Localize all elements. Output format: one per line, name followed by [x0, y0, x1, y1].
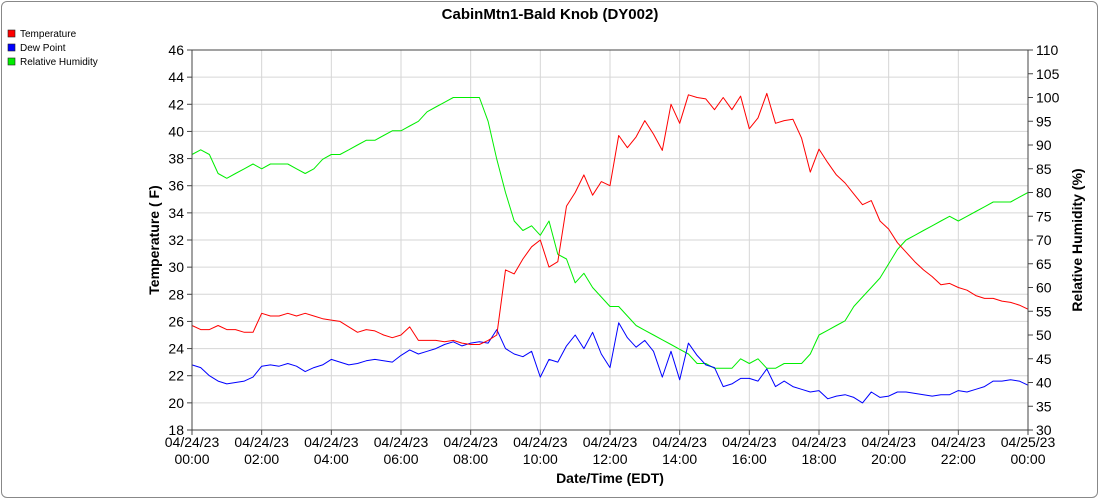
y-tick-label: 18: [168, 422, 184, 438]
x-tick-date: 04/24/23: [165, 434, 220, 450]
y-tick-label: 34: [168, 205, 184, 221]
x-tick-time: 00:00: [174, 451, 209, 467]
y2-tick-label: 110: [1036, 42, 1059, 58]
x-tick-time: 14:00: [662, 451, 697, 467]
y2-tick-label: 80: [1036, 185, 1052, 201]
x-tick-date: 04/24/23: [792, 434, 847, 450]
x-tick-time: 06:00: [383, 451, 418, 467]
x-tick-time: 02:00: [244, 451, 279, 467]
y2-tick-label: 100: [1036, 90, 1060, 106]
x-tick-time: 08:00: [453, 451, 488, 467]
relative-humidity-legend-label: Relative Humidity: [20, 57, 98, 68]
x-tick-time: 22:00: [941, 451, 976, 467]
dew-point-legend-swatch: [7, 43, 16, 52]
dew-point-line: [191, 322, 1029, 404]
y2-tick-label: 55: [1036, 303, 1052, 319]
y2-tick-label: 65: [1036, 256, 1052, 272]
x-tick-time: 12:00: [592, 451, 627, 467]
x-tick-date: 04/24/23: [513, 434, 568, 450]
y2-tick-label: 30: [1036, 422, 1052, 438]
y2-tick-label: 50: [1036, 327, 1052, 343]
x-tick-date: 04/24/23: [304, 434, 359, 450]
x-tick-date: 04/24/23: [443, 434, 498, 450]
x-tick-date: 04/25/23: [1001, 434, 1056, 450]
x-tick-time: 10:00: [523, 451, 558, 467]
y2-tick-label: 40: [1036, 375, 1052, 391]
y2-tick-label: 90: [1036, 137, 1052, 153]
x-tick-date: 04/24/23: [374, 434, 429, 450]
x-tick-date: 04/24/23: [583, 434, 638, 450]
y-tick-label: 32: [168, 232, 184, 248]
y-axis-right: 30 35 40 45 50 55 60 65 70 75 80 85 90 95 100 105 110: [1028, 42, 1060, 438]
y2-tick-label: 60: [1036, 280, 1052, 296]
legend: Temperature Dew Point Relative Humidity: [7, 29, 98, 68]
y-tick-label: 30: [168, 259, 184, 275]
y-tick-label: 40: [168, 123, 184, 139]
y-tick-label: 42: [168, 96, 184, 112]
relative-humidity-legend-swatch: [7, 57, 16, 66]
y2-tick-label: 75: [1036, 208, 1052, 224]
relative-humidity-line: [191, 97, 1029, 369]
y-tick-label: 28: [168, 286, 184, 302]
temperature-legend-label: Temperature: [20, 29, 77, 40]
y-axis-label: Temperature ( F): [146, 185, 162, 294]
y2-tick-label: 35: [1036, 398, 1052, 414]
y-tick-label: 24: [168, 341, 184, 357]
temperature-legend-swatch: [7, 29, 16, 38]
temperature-line: [191, 92, 1029, 345]
series-layer: [191, 92, 1029, 404]
y-tick-label: 44: [168, 69, 184, 85]
y2-tick-label: 105: [1036, 66, 1060, 82]
y-tick-label: 46: [168, 42, 184, 58]
y-tick-label: 26: [168, 313, 184, 329]
y2-tick-label: 70: [1036, 232, 1052, 248]
x-tick-time: 16:00: [732, 451, 767, 467]
x-tick-date: 04/24/23: [861, 434, 916, 450]
y-axis-left: 18 20 22 24 26 28 30 32 34 36 38 40 42 44 46: [168, 42, 192, 438]
chart-title: CabinMtn1-Bald Knob (DY002): [442, 6, 659, 23]
x-tick-time: 18:00: [801, 451, 836, 467]
x-axis-label: Date/Time (EDT): [556, 470, 664, 486]
x-tick-date: 04/24/23: [722, 434, 777, 450]
grid: [191, 49, 1029, 431]
y2-tick-label: 85: [1036, 161, 1052, 177]
x-tick-time: 20:00: [871, 451, 906, 467]
y2-tick-label: 45: [1036, 351, 1052, 367]
y-tick-label: 22: [168, 368, 184, 384]
y-tick-label: 36: [168, 178, 184, 194]
x-tick-time: 04:00: [314, 451, 349, 467]
x-tick-time: 00:00: [1010, 451, 1045, 467]
x-tick-date: 04/24/23: [234, 434, 289, 450]
x-tick-date: 04/24/23: [652, 434, 707, 450]
x-axis: 04/24/2300:0004/24/2302:0004/24/2304:000…: [165, 430, 1056, 467]
x-tick-date: 04/24/23: [931, 434, 986, 450]
y-tick-label: 38: [168, 151, 184, 167]
y-tick-label: 20: [168, 395, 184, 411]
y2-axis-label: Relative Humidity (%): [1069, 168, 1085, 311]
y2-tick-label: 95: [1036, 113, 1052, 129]
dew-point-legend-label: Dew Point: [20, 43, 66, 54]
